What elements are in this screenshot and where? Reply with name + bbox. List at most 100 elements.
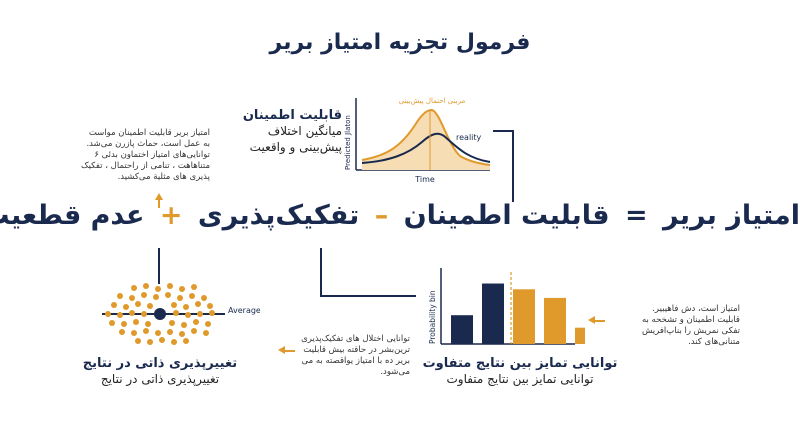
- uncertainty-note-line: متناهاهت ، تنامی از راحتمال ، تفکیک: [81, 161, 210, 171]
- bar-group: [451, 283, 585, 344]
- reliability-connector-horizontal: [493, 130, 514, 132]
- scatter-dot: [201, 295, 207, 301]
- scatter-dot: [141, 292, 147, 298]
- formula: امتیاز بریر = قابلیت اطمینان – تفکیک‌پذی…: [0, 200, 800, 231]
- scatter-dots: [105, 283, 215, 345]
- scatter-dot: [179, 286, 185, 292]
- scatter-dot: [121, 321, 127, 327]
- reality-curve: [361, 132, 491, 164]
- mean-dot: [154, 308, 166, 320]
- formula-minus: –: [374, 200, 389, 231]
- right-note-line: قابلیت اطمینان و تشخحه به: [641, 315, 740, 325]
- scatter-dot: [135, 338, 141, 344]
- scatter-dot: [207, 303, 213, 309]
- scatter-dot: [119, 329, 125, 335]
- resolution-note-arrow: [278, 346, 285, 354]
- uncertainty-dot-scatter: Average: [102, 283, 260, 345]
- right-note: امتیاز است، دش فاهیبیر. قابلیت اطمینان و…: [610, 304, 740, 348]
- uncertainty-connector: [158, 248, 160, 284]
- reliability-y-label: Predicted Jlaton: [344, 115, 352, 170]
- scatter-dot: [143, 328, 149, 334]
- bar-chart-y-label: Probability bin: [428, 290, 437, 344]
- resolution-note-line: ترین‌بشر در حاقته بیش قابلیت: [303, 345, 410, 355]
- scatter-dot: [193, 319, 199, 325]
- uncertainty-note: امتیاز بریر قابلیت اطمینان مواست به عمل …: [70, 128, 210, 183]
- reliability-curve-chart: مربنی احتمال پیش‌بینی reality Predicted …: [344, 97, 491, 184]
- scatter-dot: [117, 312, 123, 318]
- resolution-note-line: توانایی اختلال های تفکیک‌پذیری: [301, 334, 410, 344]
- scatter-dot: [179, 331, 185, 337]
- bar-5: [575, 327, 585, 344]
- reliability-text: قابلیت اطمینان میانگین اختلاف پیش‌بینی و…: [192, 108, 342, 155]
- scatter-dot: [183, 304, 189, 310]
- reliability-heading: قابلیت اطمینان: [242, 108, 342, 123]
- formula-reliability: قابلیت اطمینان: [403, 200, 610, 231]
- uncertainty-sub: تغییرپذیری ذاتی در نتایج: [100, 372, 220, 386]
- scatter-dot: [171, 302, 177, 308]
- scatter-dot: [159, 337, 165, 343]
- scatter-dot: [147, 339, 153, 345]
- scatter-dot: [131, 330, 137, 336]
- scatter-dot: [105, 311, 111, 317]
- scatter-dot: [205, 321, 211, 327]
- reliability-x-label: Time: [414, 175, 435, 184]
- formula-brier: امتیاز بریر: [663, 200, 800, 231]
- right-note-line: امتیاز است، دش فاهیبیر.: [652, 304, 740, 314]
- scatter-dot: [191, 284, 197, 290]
- scatter-dot: [203, 330, 209, 336]
- resolution-bar-chart: Probability bin: [428, 268, 585, 345]
- scatter-dot: [169, 320, 175, 326]
- forecast-label: مربنی احتمال پیش‌بینی: [399, 97, 466, 105]
- scatter-dot: [123, 304, 129, 310]
- scatter-dot: [145, 321, 151, 327]
- scatter-dot: [165, 292, 171, 298]
- resolution-connector-horizontal: [320, 295, 416, 297]
- reality-label: reality: [456, 133, 482, 142]
- scatter-dot: [155, 330, 161, 336]
- scatter-dot: [153, 294, 159, 300]
- scatter-dot: [189, 293, 195, 299]
- uncertainty-text: تغییرپذیری ذاتی در نتایج تغییرپذیری ذاتی…: [60, 356, 260, 387]
- uncertainty-note-line: امتیاز بریر قابلیت اطمینان مواست: [88, 128, 210, 138]
- uncertainty-note-arrow-stem: [158, 199, 160, 208]
- scatter-dot: [167, 283, 173, 289]
- resolution-note-arrow-stem: [285, 350, 295, 352]
- scatter-dot: [209, 310, 215, 316]
- resolution-text: توانایی تمایز بین نتایج متفاوت توانایی ت…: [420, 356, 620, 387]
- resolution-note-line: می‌شود.: [380, 367, 410, 377]
- formula-uncertainty: عدم قطعیت: [0, 200, 145, 231]
- formula-plus: +: [159, 200, 183, 231]
- right-note-arrow: [588, 316, 595, 324]
- scatter-dot: [117, 293, 123, 299]
- formula-resolution: تفکیک‌پذیری: [197, 200, 360, 231]
- uncertainty-note-line: به عمل است، حماث پازرن می‌شد.: [86, 139, 210, 149]
- scatter-dot: [171, 339, 177, 345]
- resolution-note-line: بریر ده با امتیاز یواقصته به می: [301, 356, 411, 366]
- uncertainty-note-arrow: [155, 193, 163, 200]
- scatter-dot: [131, 285, 137, 291]
- scatter-dot: [129, 310, 135, 316]
- scatter-dot: [195, 301, 201, 307]
- scatter-dot: [185, 312, 191, 318]
- forecast-curve: [361, 108, 491, 166]
- resolution-connector-vertical: [320, 248, 322, 296]
- uncertainty-note-line: توانایی‌های امتیاز اختماون بدئی ۶: [94, 150, 210, 160]
- reliability-sub-2: پیش‌بینی و واقعیت: [249, 140, 342, 154]
- page-title: فرمول تجزیه امتیاز بریر: [269, 30, 531, 55]
- scatter-dot: [197, 311, 203, 317]
- scatter-dot: [143, 283, 149, 289]
- right-note-line: متنانی‌های کند.: [688, 337, 740, 347]
- formula-equals: =: [625, 200, 648, 231]
- scatter-dot: [173, 310, 179, 316]
- bar-4: [544, 297, 566, 344]
- uncertainty-note-line: پذیری های مثلیة می‌کشید.: [117, 172, 210, 182]
- resolution-heading: توانایی تمایز بین نتایج متفاوت: [422, 356, 618, 371]
- average-label: Average: [228, 306, 260, 315]
- scatter-dot: [133, 319, 139, 325]
- scatter-dot: [147, 303, 153, 309]
- scatter-dot: [141, 311, 147, 317]
- scatter-dot: [111, 302, 117, 308]
- scatter-dot: [135, 301, 141, 307]
- bar-3: [513, 289, 535, 344]
- bar-2: [482, 283, 504, 344]
